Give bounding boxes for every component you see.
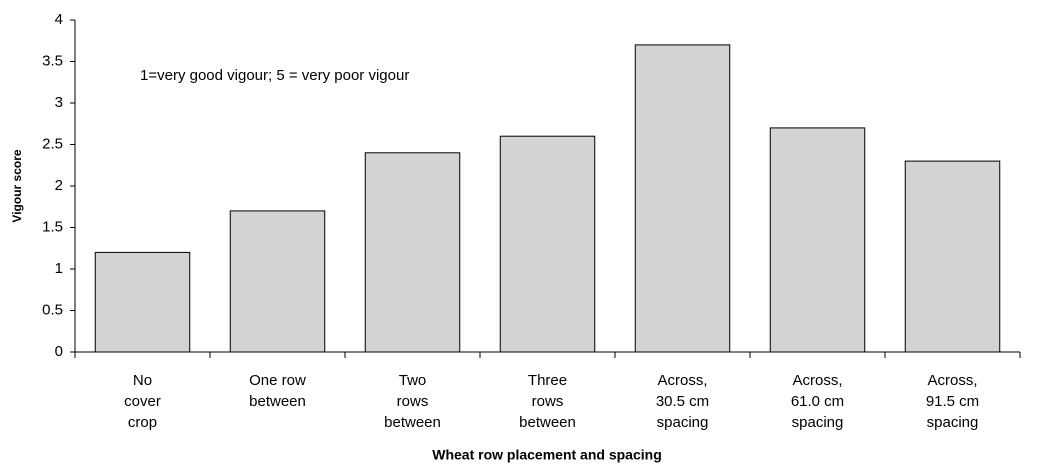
y-tick-label: 3.5 (42, 52, 63, 69)
y-tick-label: 0 (55, 343, 63, 360)
bar (769, 127, 866, 353)
x-tick-label: Across, 91.5 cm spacing (926, 372, 979, 431)
x-tick-label: One row between (249, 372, 306, 410)
y-tick-label: 2 (55, 177, 63, 194)
y-tick-label: 3 (55, 94, 63, 111)
y-tick-label: 0.5 (42, 301, 63, 318)
bar (94, 251, 191, 353)
x-tick-label: Across, 61.0 cm spacing (791, 372, 844, 431)
bar (229, 210, 326, 353)
y-axis-label: Vigour score (10, 149, 24, 222)
x-tick-label: Across, 30.5 cm spacing (656, 372, 709, 431)
x-axis-label: Wheat row placement and spacing (432, 447, 662, 463)
y-tick-label: 4 (55, 11, 63, 28)
x-tick-label: Two rows between (384, 372, 441, 431)
bar (904, 160, 1001, 353)
x-tick-label: Three rows between (519, 372, 576, 431)
y-tick-label: 2.5 (42, 135, 63, 152)
x-tick-label: No cover crop (124, 372, 161, 431)
bar (364, 152, 461, 353)
bar (499, 135, 596, 353)
y-tick-label: 1.5 (42, 218, 63, 235)
annotation: 1=very good vigour; 5 = very poor vigour (140, 67, 409, 84)
bar (634, 44, 731, 353)
y-tick-label: 1 (55, 260, 63, 277)
